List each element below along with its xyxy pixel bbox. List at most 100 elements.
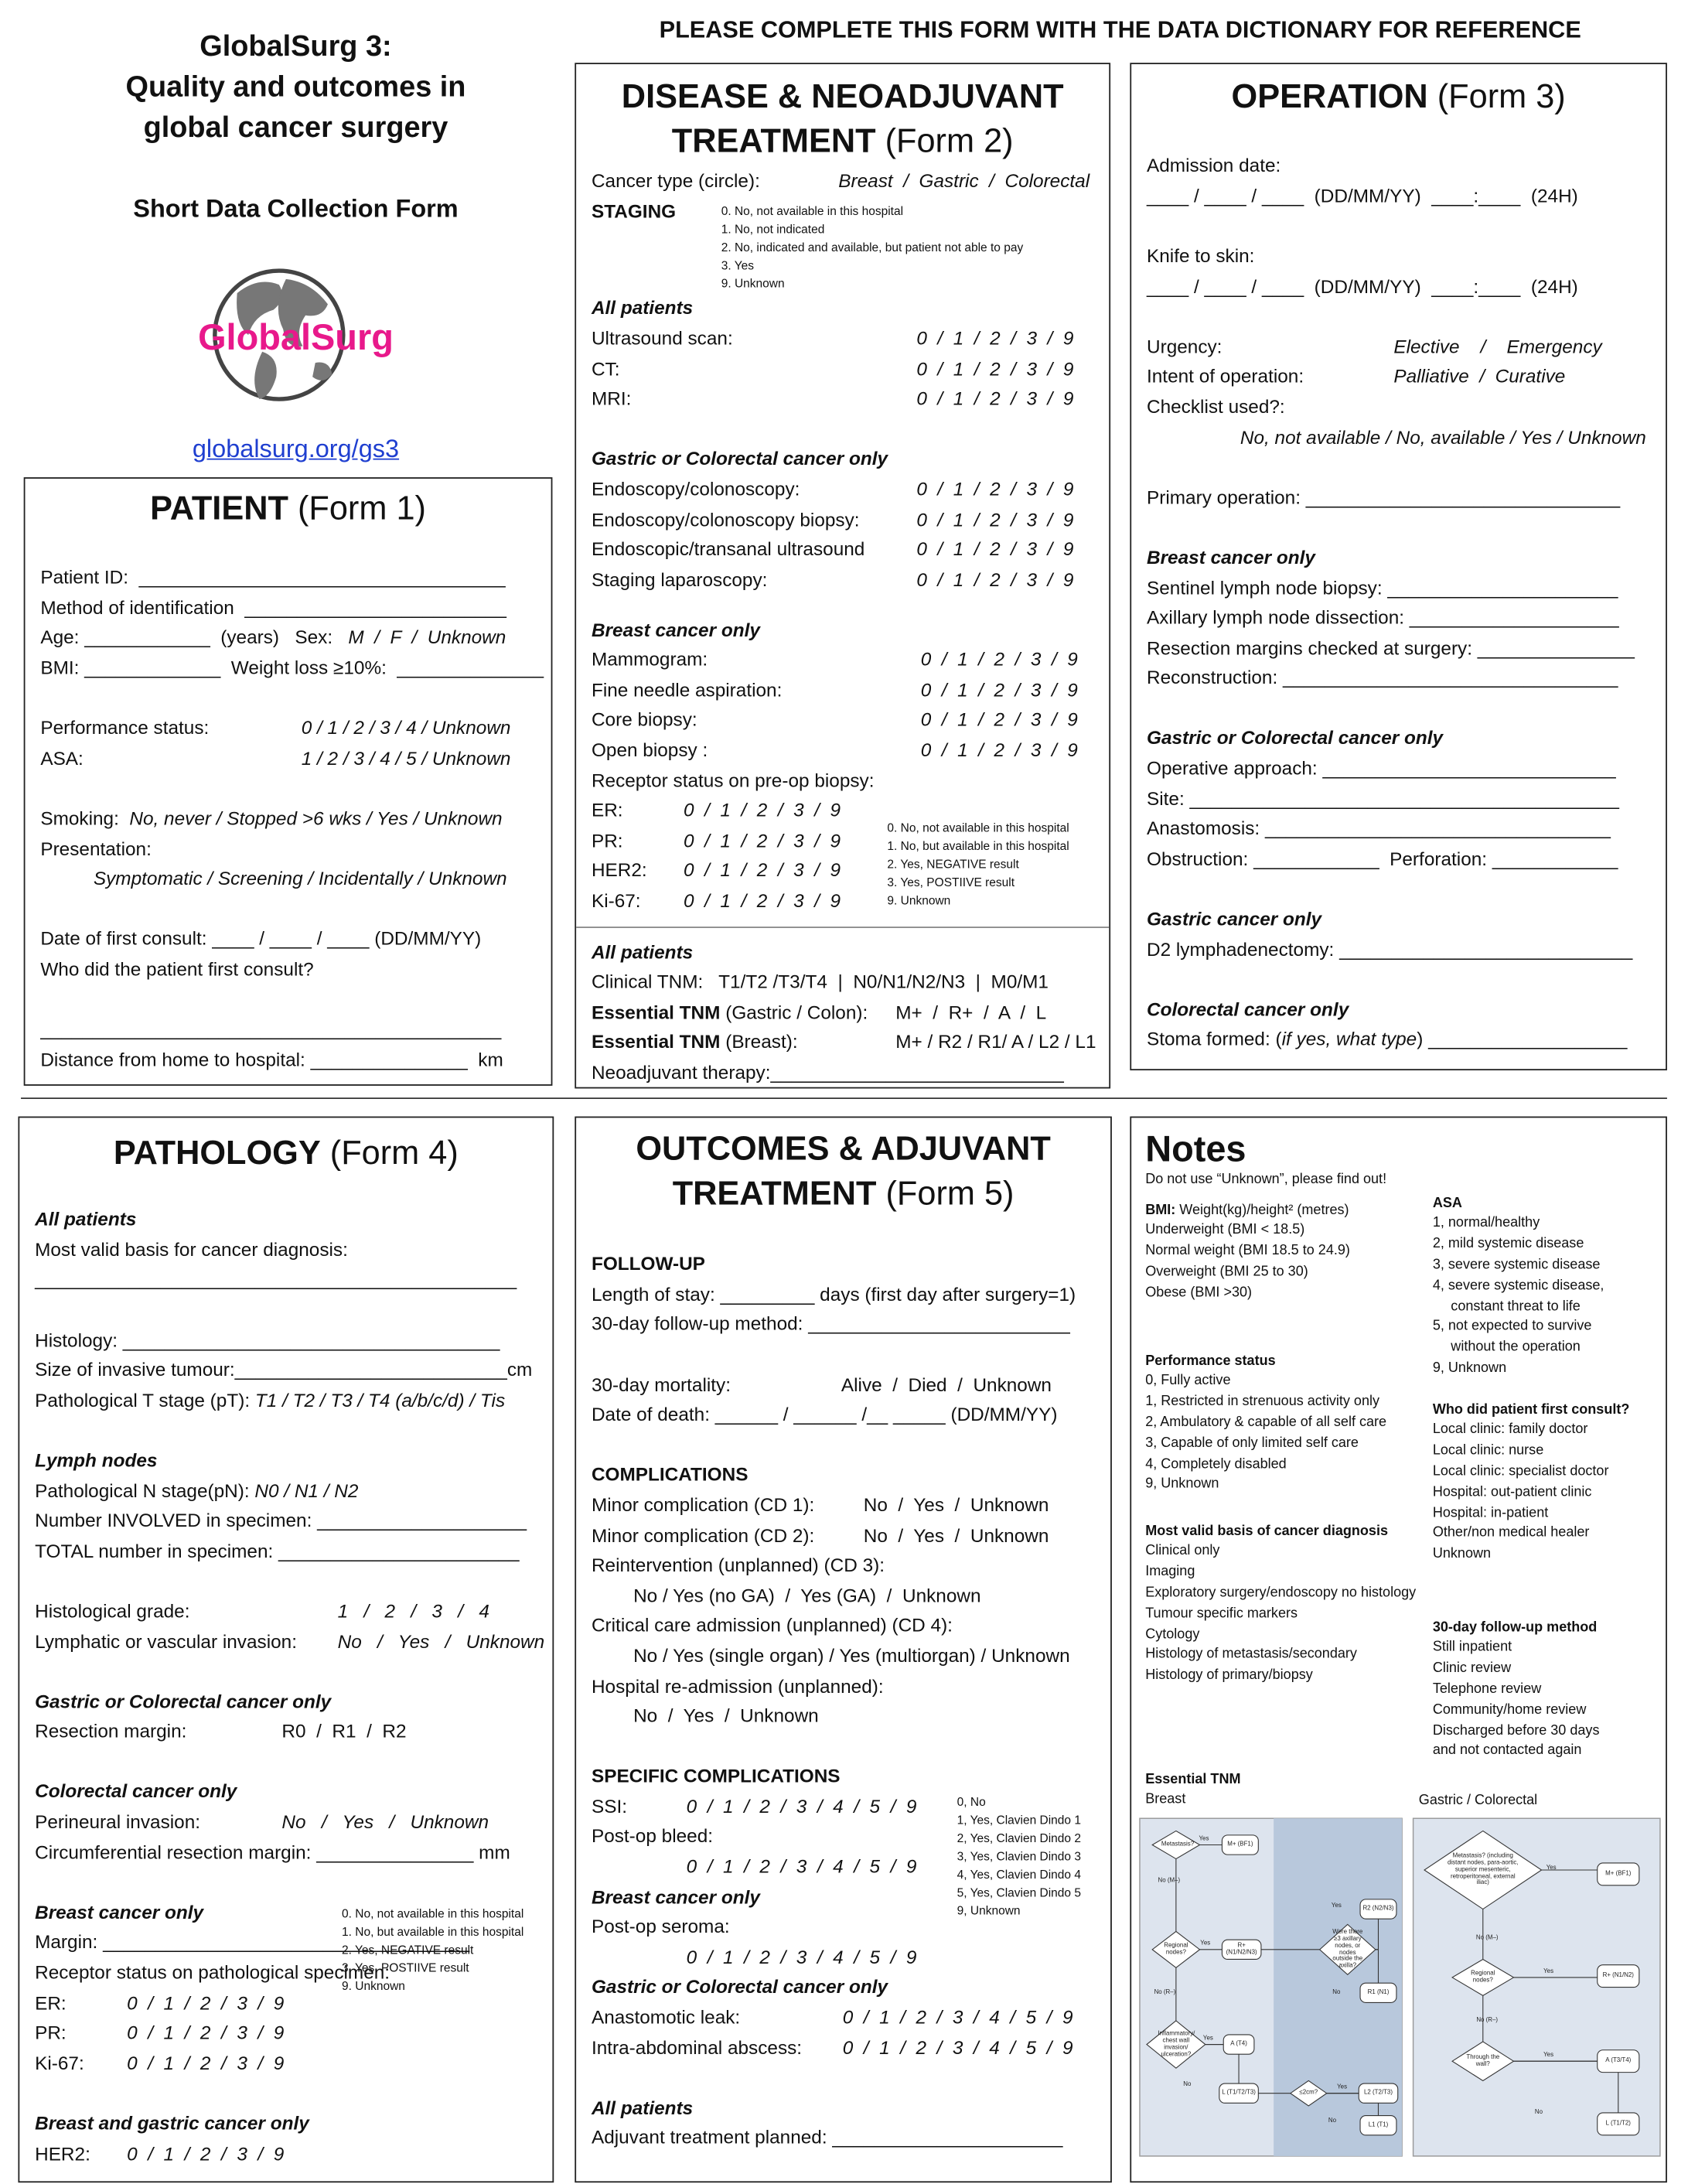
flow-label: No (M–) [1475,1933,1499,1941]
group-heading: Breast cancer only [35,1902,204,1923]
form-title: PATHOLOGY (Form 4) [31,1131,541,1176]
flow-decision [1151,1930,1201,1968]
instruction: PLEASE COMPLETE THIS FORM WITH THE DATA … [659,16,1581,43]
label-text: Core biopsy: [591,709,697,731]
field-group: Primary operation: _____________________… [1147,483,1655,513]
note-heading: ASA [1432,1195,1462,1211]
field-group: Breast and gastric cancer only HER2: 0 / 1… [35,2109,541,2169]
label-text: Age: ____________ (years) Sex: [40,626,349,648]
flow-label: Yes [1543,1967,1554,1974]
option-text: 0 / 1 / 2 / 3 / 9 [127,1992,285,2014]
group-heading: All patients [591,298,694,319]
flow-label: R1 (N1) [1367,1988,1390,1995]
option-text: M+ / R2 / R1/ A / L2 / L1 [895,1032,1096,1053]
form-line: Essential TNM (Breast): M+ / R2 / R1/ A /… [592,1028,1109,1058]
form-line: 0 / 1 / 2 / 3 / 4 / 5 / 9 [592,1852,1100,1882]
field-group: Gastric or Colorectal cancer only Anastom… [592,1973,1100,2063]
option-text: Alive / Died / Unknown [841,1374,1052,1395]
label-text: PR: [591,830,623,851]
note-block: Performance status 0, Fully active 1, Rest… [1145,1352,1386,1496]
flow-label: Inflammatory/ chest wall invasion/ ulcer… [1158,2029,1195,2057]
note-text: Weight(kg)/height² (metres) [1175,1202,1349,1218]
option-text: No / Yes (single organ) / Yes (multiorga… [633,1645,1070,1667]
label-text: ER: [591,800,623,821]
form-line: 30-day mortality: Alive / Died / Unknown [592,1370,1100,1400]
group-heading: Gastric or Colorectal cancer only [1146,727,1444,749]
option-text: No / Yes (no GA) / Yes (GA) / Unknown [633,1585,981,1606]
form-line: Who did the patient first consult? [40,958,314,980]
link[interactable]: globalsurg.org/gs3 [192,435,400,463]
note-item: 4, severe systemic disease, [1432,1278,1604,1294]
form-line: Endoscopy/colonoscopy biopsy: 0 / 1 / 2 /… [592,504,1098,534]
group-heading: Gastric or Colorectal cancer only [591,448,888,469]
flow-label: Yes [1543,2050,1554,2058]
form-line: Smoking: No, never / Stopped >6 wks / Ye… [40,804,540,834]
form-line: Number INVOLVED in specimen: ___________… [35,1510,527,1531]
field-group: Colorectal cancer only Stoma formed: (if … [1147,995,1655,1055]
form-line: Breast cancer only [591,1886,760,1908]
note-item: 9, Unknown [1432,1360,1507,1377]
label-text: Mammogram: [591,649,708,671]
form-title: PATIENT (Form 1) [36,487,540,532]
form-line: ER: 0 / 1 / 2 / 3 / 9 [35,1988,541,2018]
note-item: Imaging [1145,1565,1195,1580]
legend-item: 3. Yes [721,258,754,273]
note-bold: BMI: [1145,1202,1176,1218]
form-line: Cancer type (circle): Breast / Gastric / … [592,166,1098,196]
form-panel: OPERATION (Form 3) Admission date: ____ / … [1130,63,1667,1071]
group-heading: Breast cancer only [591,619,760,640]
label-text: ASA: [40,747,84,769]
form-number: (Form 2) [885,122,1014,161]
legend-item: 3, Yes, Clavien Dindo 3 [957,1849,1081,1864]
field-group: Smoking: No, never / Stopped >6 wks / Ye… [40,804,540,894]
label-text: Cancer type (circle): [591,170,760,192]
field-group: Colorectal cancer only Perineural invasio… [35,1777,541,1868]
label-text: Fine needle aspiration: [591,679,783,701]
note-item: Local clinic: family doctor [1432,1422,1588,1438]
legend-item: 2, Yes, Clavien Dindo 2 [957,1831,1081,1846]
legend-item: 2. No, indicated and available, but pati… [721,241,1024,255]
note-item: Underweight (BMI < 18.5) [1145,1223,1305,1239]
label-text: Anastomotic leak: [591,2006,741,2028]
group-heading: Gastric cancer only [1146,908,1322,930]
form-line: CT: 0 / 1 / 2 / 3 / 9 [592,354,1098,384]
form-line: TOTAL number in specimen: ______________… [35,1540,520,1561]
label-text: Smoking: [40,807,130,829]
option-text: N0 / N1 / N2 [254,1479,359,1501]
group-heading: Lymph nodes [35,1449,158,1471]
legend-item: 0, No [957,1795,986,1810]
form-line: Ki-67: 0 / 1 / 2 / 3 / 9 [35,2049,541,2079]
notes-warning: Do not use “Unknown”, please find out! [1145,1172,1387,1188]
globe-logo [213,268,346,401]
form-line: Perineural invasion: No / Yes / Unknown [35,1807,541,1838]
flow-outcome [1597,2049,1640,2073]
note-item: Local clinic: nurse [1432,1443,1544,1459]
form-line: SSI: 0 / 1 / 2 / 3 / 4 / 5 / 9 [592,1792,1100,1822]
form-line: Open biopsy : 0 / 1 / 2 / 3 / 9 [592,735,1098,766]
field-group: Histological grade: 1 / 2 / 3 / 4 Lymphati… [35,1596,544,1657]
flow-label: R+ (N1/N2) [1602,1971,1634,1978]
note-item: 4, Completely disabled [1145,1456,1287,1472]
form-line: Anastomosis: ___________________________… [1146,817,1611,839]
flow-outcome [1597,1964,1640,1988]
form-line: Size of invasive tumour:________________… [35,1359,533,1380]
note-block: Essential TNM Breast [1145,1770,1240,1811]
flow-label: No [1328,2116,1337,2124]
form-line: Clinical TNM: T1/T2 /T3/T4 | N0/N1/N2/N3… [591,971,1049,993]
legend-item: 9. Unknown [342,1978,405,1993]
note-item: 9, Unknown [1145,1476,1219,1493]
form-number: (Form 1) [297,490,426,528]
flow-label: Through the wall? [1466,2053,1500,2067]
label-text: Resection margin: [35,1721,187,1742]
note-text: constant threat to life [1451,1298,1581,1315]
label-text: 30-day mortality: [591,1374,731,1395]
form-line: Date of death: ______ / ______ /__ _____… [591,1404,1058,1425]
form-line: Admission date: [1146,155,1281,176]
form-line: Most valid basis for cancer diagnosis: [35,1238,348,1261]
field-group: All patients Ultrasound scan: 0 / 1 / 2 / … [592,294,1098,415]
note-item: Other/non medical healer [1432,1525,1590,1541]
label-text: (Gastric / Colon): [720,1002,868,1023]
group-heading: Gastric or Colorectal cancer only [35,1691,332,1712]
